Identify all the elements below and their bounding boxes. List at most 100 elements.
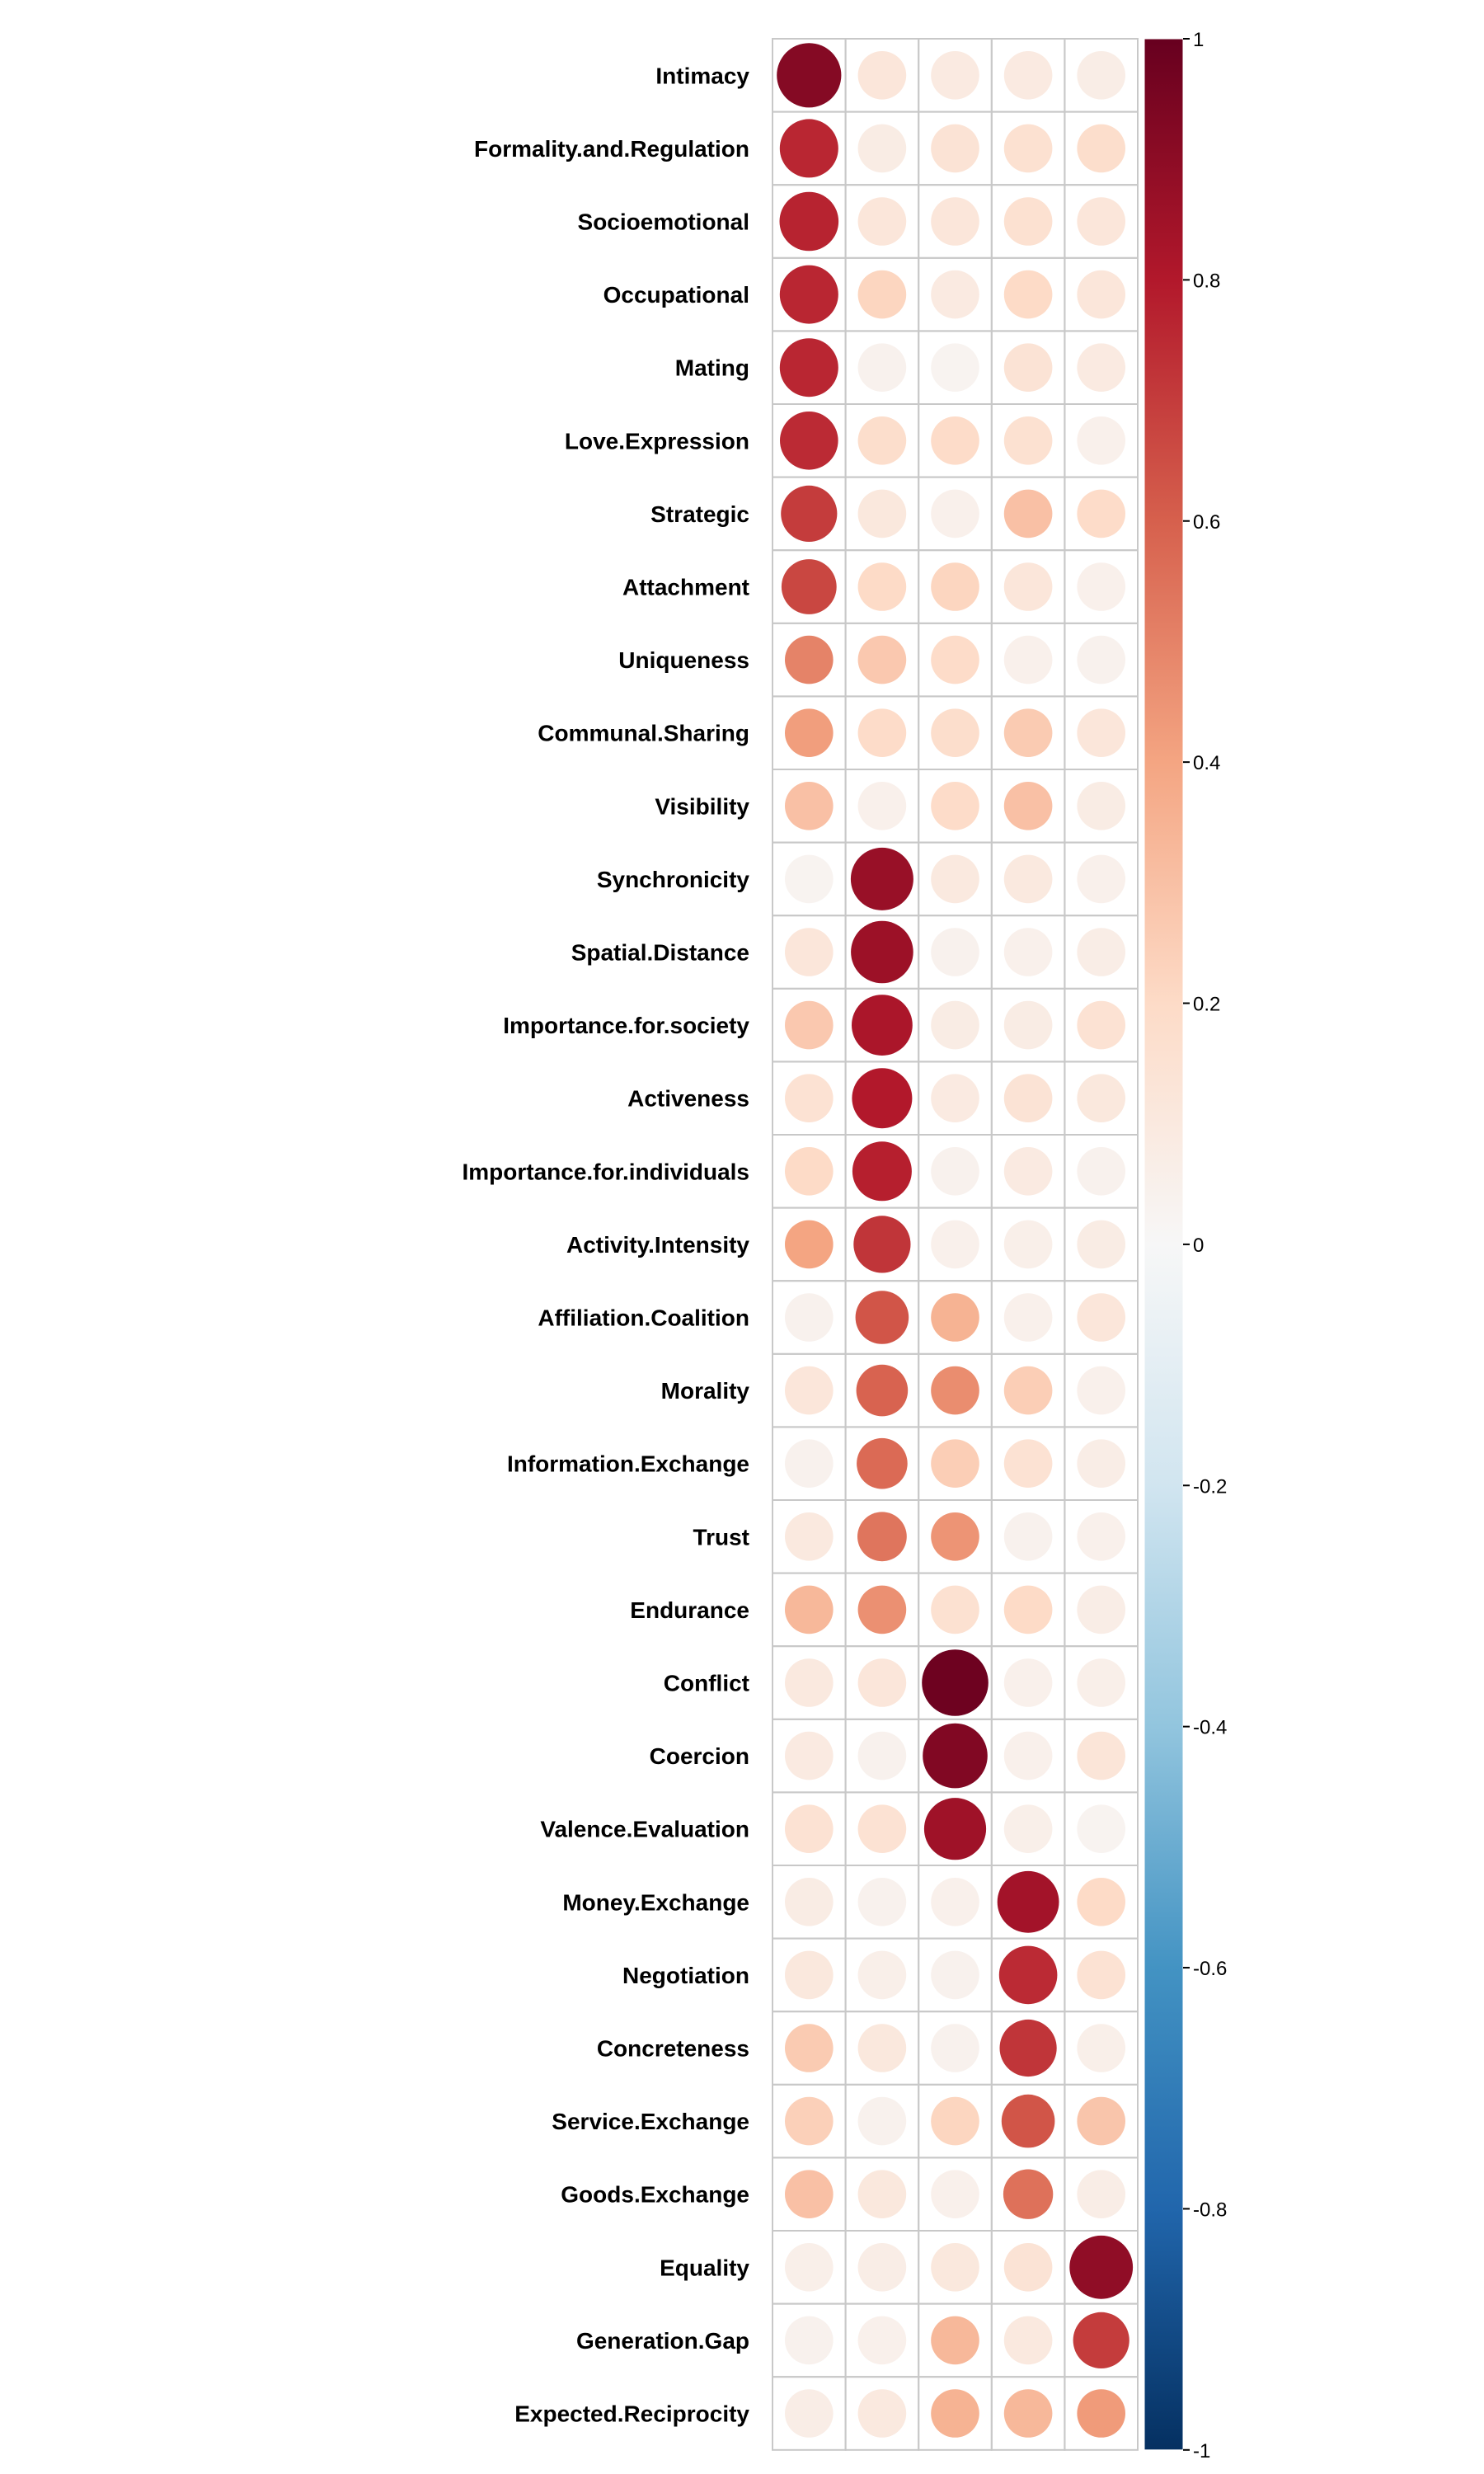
corr-circle [1003,124,1053,173]
row-label: Trust [693,1524,749,1550]
corr-circle [931,2024,979,2072]
corr-circle [785,1585,834,1634]
corr-circle [931,635,979,684]
corr-circle [997,1870,1059,1933]
corr-circle [1077,2096,1125,2146]
corr-circle [779,265,838,324]
colorbar-tick-label: 1 [1193,29,1204,51]
corr-circle [785,1878,834,1926]
corr-circle [857,2170,907,2218]
corr-circle [857,2096,907,2146]
corr-circle [857,1658,907,1707]
corr-circle [785,1366,834,1415]
corr-circle [931,2170,979,2218]
corr-circle [1069,2235,1134,2299]
corr-circle [931,1147,979,1196]
grid-cell [1064,2376,1139,2451]
corr-circle [1003,343,1053,393]
corr-circle [1003,635,1053,684]
row-label: Love.Expression [565,428,749,454]
corr-circle [1003,1512,1053,1561]
corr-circle [1003,2243,1053,2292]
corr-circle [931,928,979,976]
row-label: Activeness [627,1086,749,1112]
corr-circle [931,1074,979,1122]
corr-circle [857,1878,907,1926]
colorbar-tick-label: 0.4 [1193,752,1220,774]
corr-circle [1077,2170,1125,2218]
corr-circle [857,2389,907,2438]
corr-circle [1077,1585,1125,1634]
corr-circle [777,43,842,108]
row-label: Synchronicity [597,867,750,892]
corr-circle [781,559,837,614]
colorbar-tick-label: 0.8 [1193,270,1220,292]
corr-circle [779,119,838,178]
corr-circle [785,928,834,976]
row-label: Uniqueness [618,647,749,673]
corr-circle [1003,1658,1053,1707]
colorbar-tick-label: 0.2 [1193,994,1220,1016]
row-label: Valence.Evaluation [540,1817,749,1842]
corr-circle [1077,1293,1125,1342]
corr-circle [1077,51,1125,100]
colorbar-tick-label: 0 [1193,1235,1204,1257]
row-label: Intimacy [655,63,749,88]
corr-circle [1077,1658,1125,1707]
row-label: Service.Exchange [552,2109,749,2134]
corr-circle [931,343,979,393]
corr-circle [931,197,979,246]
corr-circle [931,2243,979,2292]
row-label: Affiliation.Coalition [538,1305,749,1331]
corr-circle [1003,928,1053,976]
corr-circle [1003,854,1053,904]
corr-circle [1003,489,1053,539]
corr-circle [1077,124,1125,173]
corr-circle [851,920,913,984]
row-label: Visibility [655,793,749,819]
corr-circle [931,124,979,173]
corr-circle [853,1216,911,1273]
corr-circle [785,1293,834,1342]
row-label: Spatial.Distance [571,940,749,966]
corr-circle [780,412,838,470]
corr-circle [1003,1293,1053,1342]
corr-circle [931,2316,979,2365]
corr-circle [931,1512,979,1561]
corr-circle [931,1366,979,1415]
corr-circle [785,1804,834,1853]
corr-circle [785,782,834,830]
corr-circle [1003,1585,1053,1634]
corr-circle [857,1731,907,1780]
corr-circle [857,2243,907,2292]
corr-circle [1077,489,1125,539]
row-label: Equality [660,2255,749,2280]
corr-circle [785,2243,834,2292]
corr-circle [785,2024,834,2072]
corr-circle [785,1439,834,1488]
corr-circle [1077,635,1125,684]
row-label: Information.Exchange [507,1451,749,1477]
corr-circle [1003,1439,1053,1488]
corr-circle [1077,416,1125,465]
colorbar-gradient [1144,38,1184,2451]
corr-circle [931,489,979,539]
corr-circle [856,1364,909,1417]
corr-circle [857,343,907,393]
colorbar-tick-label: 0.6 [1193,511,1220,534]
corr-circle [1003,1220,1053,1269]
corr-circle [1003,782,1053,830]
corr-circle [785,2316,834,2365]
corr-circle [1077,343,1125,393]
corr-circle [857,1512,907,1562]
row-label: Importance.for.society [503,1013,749,1038]
corr-circle [1077,1220,1125,1269]
corr-circle [857,489,907,539]
corr-circle [785,1731,834,1780]
corr-circle [931,1585,979,1634]
corr-circle [857,562,907,611]
corr-circle [1077,1000,1125,1050]
corr-circle [1077,928,1125,976]
row-label: Money.Exchange [562,1889,749,1915]
corr-circle [857,1437,908,1489]
